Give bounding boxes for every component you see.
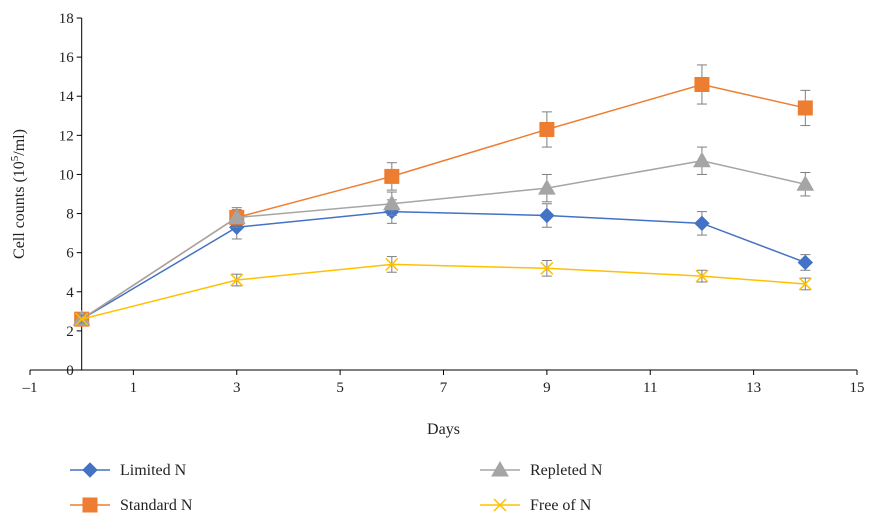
y-tick-label: 10 [59, 167, 74, 183]
series-layer [72, 64, 815, 327]
legend-label: Free of N [530, 497, 592, 514]
y-tick-label: 6 [66, 246, 74, 262]
legend-label: Repleted N [530, 462, 603, 479]
triangle-marker [538, 179, 556, 195]
legend: Limited N Standard N Repleted N Free of N [70, 460, 603, 514]
series-free-of-n [75, 256, 812, 326]
x-marker [798, 277, 812, 291]
y-tick-label: 16 [59, 50, 75, 66]
diamond-marker [82, 462, 98, 478]
y-tick-label: 2 [66, 324, 74, 340]
square-marker [797, 100, 813, 116]
x-marker [493, 498, 507, 512]
x-marker [695, 269, 709, 283]
y-tick-label: 8 [66, 207, 74, 223]
x-marker-stroke [75, 312, 89, 326]
x-marker-stroke [798, 277, 812, 291]
x-marker [385, 257, 399, 271]
y-axis-label: Cell counts (105/ml) [9, 129, 28, 259]
square-marker [82, 497, 98, 513]
x-marker-stroke [230, 273, 244, 287]
y-tick-label: 4 [66, 285, 74, 301]
legend-label: Standard N [120, 497, 193, 514]
y-tick-label: 0 [66, 363, 74, 379]
series-line [81, 263, 806, 320]
diamond-marker [797, 254, 814, 271]
legend-item-standard-n: Standard N [70, 497, 193, 514]
series-line [81, 83, 806, 320]
series-standard-n [74, 64, 813, 327]
x-tick-label: 7 [440, 380, 448, 396]
x-marker [75, 312, 89, 326]
square-marker [694, 76, 710, 92]
legend-item-free-of-n: Free of N [480, 497, 592, 514]
x-tick-label: –1 [22, 380, 38, 396]
x-tick-label: 15 [850, 380, 865, 396]
triangle-marker [227, 208, 246, 224]
triangle-marker [382, 194, 401, 211]
diamond-marker [539, 207, 555, 224]
triangle-marker [491, 460, 509, 477]
y-tick-label: 14 [59, 89, 75, 105]
series-line [81, 210, 806, 320]
legend-label: Limited N [120, 462, 187, 479]
x-tick-label: 3 [233, 380, 241, 396]
legend-item-limited-n: Limited N [70, 462, 187, 479]
x-tick-label: 1 [130, 380, 138, 396]
y-tick-label: 18 [59, 11, 74, 27]
x-axis-label: Days [427, 421, 460, 438]
x-tick-label: 9 [543, 380, 551, 396]
square-marker [539, 121, 555, 137]
legend-item-repleted-n: Repleted N [480, 460, 603, 479]
x-marker [230, 273, 244, 287]
y-tick-label: 12 [59, 128, 74, 144]
diamond-marker [694, 215, 710, 232]
x-tick-label: 13 [746, 380, 761, 396]
x-marker-stroke [385, 257, 399, 271]
triangle-marker [796, 175, 815, 191]
triangle-marker [693, 151, 711, 168]
x-marker-stroke [493, 498, 507, 512]
x-tick-label: 5 [336, 380, 344, 396]
series-repleted-n [72, 146, 815, 326]
x-tick-label: 11 [643, 380, 657, 396]
square-marker [384, 168, 400, 184]
series-line [81, 159, 806, 320]
x-marker-stroke [540, 261, 554, 275]
series-limited-n [73, 199, 814, 327]
x-marker [540, 261, 554, 275]
x-marker-stroke [695, 269, 709, 283]
